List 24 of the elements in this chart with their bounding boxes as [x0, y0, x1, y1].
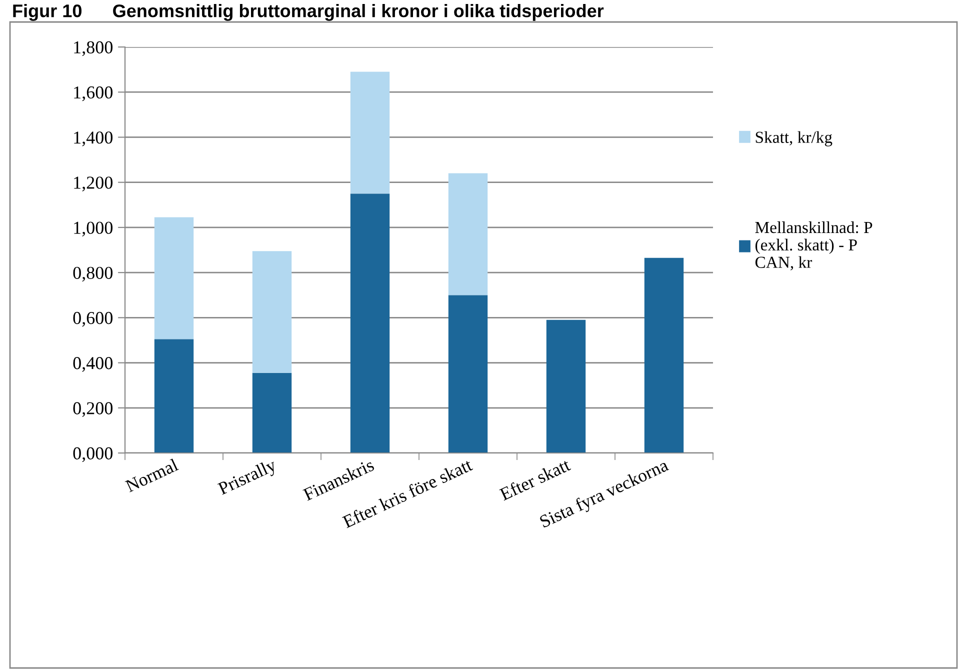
bar — [154, 217, 194, 340]
y-tick-label: 0,600 — [73, 312, 113, 327]
bar — [252, 251, 292, 373]
bar — [448, 173, 488, 296]
chart-title: Figur 10 Genomsnittlig bruttomarginal i kronor i olika tidsperioder — [13, 4, 604, 21]
bar — [154, 339, 194, 453]
bar — [644, 258, 684, 453]
y-tick-label: 0,000 — [73, 447, 113, 462]
bar — [252, 372, 292, 453]
y-tick-label: 1,200 — [74, 176, 113, 192]
legend-label: Mellanskillnad: P (exkl. skatt) - P CAN, kr — [755, 221, 872, 270]
y-tick-label: 0,800 — [73, 266, 113, 282]
x-tick-label: Efter skatt — [498, 458, 572, 501]
y-tick-label: 1,000 — [74, 222, 113, 236]
y-tick-label: 1,400 — [74, 131, 113, 146]
bar — [546, 320, 586, 453]
y-tick-label: 0,400 — [73, 357, 113, 372]
y-tick-label: 1,800 — [74, 41, 113, 56]
bar — [448, 295, 488, 453]
y-tick-label: 0,200 — [73, 402, 113, 417]
bar — [350, 194, 390, 453]
legend-label: Skatt, kr/kg — [756, 131, 832, 146]
bar — [350, 72, 390, 194]
y-tick-label: 1,600 — [74, 86, 113, 102]
